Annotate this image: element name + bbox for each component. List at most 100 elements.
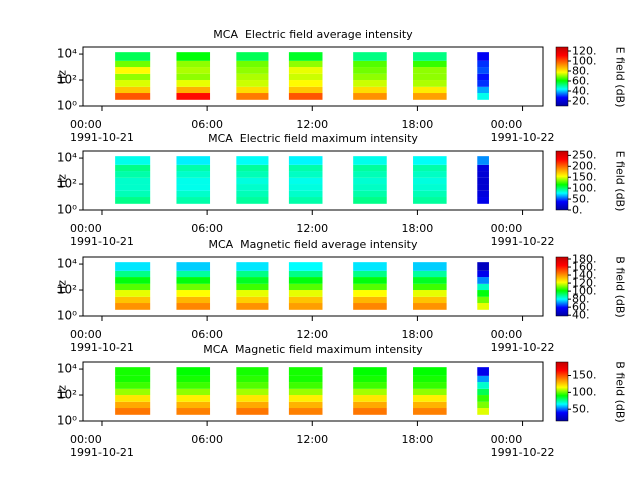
heat-cell [413,388,447,396]
heat-cell [477,290,489,297]
heat-cell [176,382,211,389]
heat-cell [413,270,447,278]
plot-frame [82,46,544,107]
heat-cell [353,296,387,304]
colorbar-tick-label: 40. [572,308,590,322]
heat-cell [236,177,269,185]
heat-cell [115,408,151,415]
x-tick-label: 00:00 1991-10-22 [490,222,555,248]
heat-cell [176,177,211,185]
heat-cell [236,52,269,61]
colorbar-tick-label: 160. [572,260,597,274]
heat-cell [413,303,447,310]
heat-cell [236,375,269,383]
heat-cell [236,86,269,94]
heat-cell [413,164,447,172]
x-tick-label: 12:00 [296,328,329,341]
heat-cell [236,60,269,68]
heat-cell [115,177,151,185]
heat-cell [477,303,489,310]
colorbar [555,256,569,317]
heat-cell [353,367,387,376]
y-tick-label: 10² [56,282,77,297]
heat-cell [477,67,489,74]
heat-cell [236,290,269,297]
heat-cell [413,283,447,291]
heat-cell [288,52,323,61]
heat-cell [288,382,323,389]
heat-cell [115,270,151,278]
heat-cell [353,262,387,271]
x-tick-label: 00:00 1991-10-21 [70,328,134,354]
colorbar-tick-label: 100. [572,385,597,399]
heat-cell [288,67,323,74]
heat-cell [288,171,323,178]
x-tick-label: 06:00 [191,433,223,446]
x-tick-label: 18:00 [401,118,434,131]
heat-cell [353,290,387,297]
heat-cell [176,197,211,204]
heat-cell [288,86,323,94]
heat-cell [353,303,387,310]
x-tick-label: 06:00 [191,222,223,235]
heat-cell [477,197,489,204]
heat-cell [115,367,151,376]
panel-title: MCA Electric field maximum intensity [208,132,418,145]
heat-cell [236,388,269,396]
colorbar-tick-label: 50. [572,402,590,416]
heat-cell [288,184,323,191]
x-tick-label: 00:00 1991-10-21 [70,433,134,459]
heat-cell [236,190,269,198]
heat-cell [477,283,489,291]
x-tick-label: 18:00 [401,222,434,235]
heat-cell [288,60,323,68]
heat-cell [176,184,211,191]
heat-cell [477,408,489,415]
heat-cell [176,93,211,100]
heat-cell [176,80,211,87]
heat-cell [115,60,151,68]
heat-cell [176,408,211,415]
heat-cell [176,375,211,383]
heat-cell [236,262,269,271]
colorbar-tick-label: 120. [572,276,597,290]
heat-cell [288,296,323,304]
heat-cell [176,296,211,304]
heat-cell [115,171,151,178]
heat-cell [353,52,387,61]
heat-cell [353,277,387,284]
y-tick-label: 10⁴ [56,256,77,271]
heat-cell [288,367,323,376]
heat-cell [115,375,151,383]
heat-cell [288,283,323,291]
y-tick-label: 10² [56,72,77,87]
heat-cell [115,262,151,271]
heat-cell [236,382,269,389]
heat-cell [176,73,211,81]
heat-cell [288,93,323,100]
heat-cell [413,277,447,284]
heat-cell [288,303,323,310]
x-tick-label: 00:00 1991-10-21 [70,118,134,144]
x-tick-label: 00:00 1991-10-21 [70,222,134,248]
heat-cell [288,395,323,402]
heat-cell [477,164,489,172]
heat-cell [288,177,323,185]
heat-cell [477,52,489,61]
heat-cell [115,67,151,74]
heat-cell [176,262,211,271]
heat-cell [353,67,387,74]
heat-cell [236,184,269,191]
heat-cell [115,401,151,409]
heat-cell [413,367,447,376]
heat-cell [413,60,447,68]
heat-cell [288,80,323,87]
heat-cell [115,303,151,310]
x-tick-label: 12:00 [296,433,329,446]
y-tick-label: 10² [56,387,77,402]
heat-cell [353,401,387,409]
x-tick-label: 00:00 1991-10-22 [490,118,555,144]
heat-cell [413,375,447,383]
heat-cell [176,60,211,68]
